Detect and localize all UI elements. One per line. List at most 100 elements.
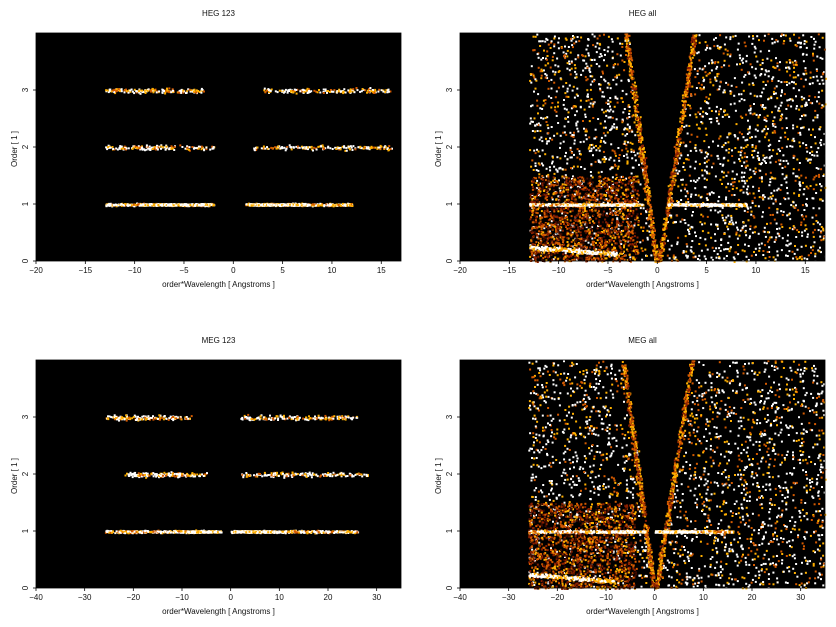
heatmap-cell: [596, 42, 599, 45]
heatmap-cell: [597, 171, 600, 174]
heatmap-cell: [729, 103, 732, 106]
heatmap-cell: [332, 204, 335, 207]
heatmap-cell: [547, 95, 550, 98]
heatmap-cell: [619, 42, 622, 45]
heatmap-cell: [785, 159, 788, 162]
heatmap-cell: [820, 106, 823, 109]
heatmap-cell: [584, 223, 587, 226]
heatmap-cell: [380, 89, 383, 92]
heatmap-cell: [715, 110, 717, 113]
heatmap-cell: [339, 204, 342, 207]
heatmap-cell: [768, 206, 771, 209]
heatmap-cell: [755, 55, 758, 58]
heatmap-cell: [371, 90, 374, 93]
heatmap-cell: [813, 47, 816, 50]
heatmap-cell: [597, 160, 600, 163]
heatmap-cell: [631, 166, 634, 169]
heatmap-cell: [704, 48, 707, 51]
heatmap-cell: [802, 60, 805, 63]
heatmap-cell: [763, 160, 766, 163]
heatmap-cell: [684, 114, 687, 117]
heatmap-cell: [572, 85, 575, 88]
heatmap-cell: [821, 36, 824, 39]
heatmap-cell: [559, 146, 561, 149]
heatmap-cell: [721, 115, 724, 118]
heatmap-cell: [789, 242, 792, 245]
heatmap-cell: [823, 143, 826, 146]
heatmap-cell: [603, 59, 605, 62]
heatmap-cell: [186, 203, 189, 206]
heatmap-cell: [809, 161, 812, 164]
heatmap-cell: [776, 189, 779, 192]
heatmap-cell: [171, 147, 174, 150]
heatmap-cell: [803, 218, 805, 221]
heatmap-cell: [532, 35, 535, 38]
heatmap-cell: [743, 180, 746, 183]
heatmap-cell: [642, 207, 645, 210]
heatmap-cell: [537, 150, 540, 153]
heatmap-cell: [733, 134, 736, 136]
heatmap-cell: [824, 183, 827, 186]
heatmap-cell: [749, 235, 751, 238]
heatmap-cell: [161, 203, 163, 206]
heatmap-cell: [166, 90, 169, 93]
heatmap-cell: [781, 237, 784, 240]
heatmap-cell: [822, 229, 825, 232]
heatmap-cell: [359, 145, 362, 148]
heatmap-cell: [570, 107, 573, 110]
heatmap-cell: [164, 148, 167, 151]
heatmap-cell: [609, 116, 612, 119]
heatmap-cell: [806, 233, 809, 236]
heatmap-cell: [309, 90, 312, 93]
heatmap-cell: [814, 96, 817, 99]
heatmap-cell: [616, 97, 619, 100]
heatmap-cell: [670, 244, 673, 247]
heatmap-cell: [767, 145, 770, 148]
heatmap-cell: [563, 107, 566, 110]
heatmap-cell: [607, 201, 609, 204]
heatmap-cell: [366, 89, 369, 92]
heatmap-cell: [611, 189, 614, 192]
heatmap-cell: [700, 151, 703, 154]
heatmap-cell: [821, 89, 824, 92]
heatmap-cell: [567, 111, 570, 114]
heatmap-cell: [774, 131, 777, 134]
heatmap-cell: [148, 145, 151, 148]
heatmap-cell: [288, 90, 290, 92]
heatmap-cell: [819, 246, 821, 249]
heatmap-cell: [777, 80, 780, 82]
heatmap-cell: [798, 194, 800, 197]
heatmap-cell: [758, 249, 761, 252]
heatmap-cell: [270, 88, 273, 91]
heatmap-cell: [295, 145, 298, 148]
heatmap-cell: [637, 134, 640, 137]
heatmap-cell: [746, 211, 749, 213]
heatmap-cell: [799, 133, 802, 136]
heatmap-cell: [730, 84, 733, 87]
heatmap-cell: [743, 250, 746, 253]
heatmap-cell: [718, 46, 721, 49]
heatmap-cell: [740, 59, 743, 62]
heatmap-cell: [547, 127, 550, 130]
heatmap-cell: [680, 111, 683, 114]
heatmap-cell: [751, 150, 754, 153]
heatmap-cell: [690, 133, 693, 136]
heatmap-cell: [166, 204, 169, 207]
heatmap-cell: [696, 69, 699, 72]
heatmap-cell: [152, 91, 155, 94]
heatmap-cell: [718, 247, 721, 250]
heatmap-cell: [562, 131, 565, 134]
heatmap-cell: [591, 59, 593, 61]
heatmap-cell: [701, 115, 704, 118]
heatmap-cell: [791, 250, 794, 253]
heatmap-cell: [385, 146, 388, 149]
heatmap-cell: [534, 87, 537, 90]
heatmap-cell: [598, 47, 601, 50]
heatmap-cell: [598, 83, 601, 86]
heatmap-cell: [775, 57, 777, 60]
heatmap-cell: [785, 244, 788, 247]
heatmap-cell: [807, 187, 810, 190]
heatmap-cell: [607, 233, 609, 236]
heatmap-cell: [764, 73, 767, 76]
heatmap-cell: [763, 196, 766, 199]
